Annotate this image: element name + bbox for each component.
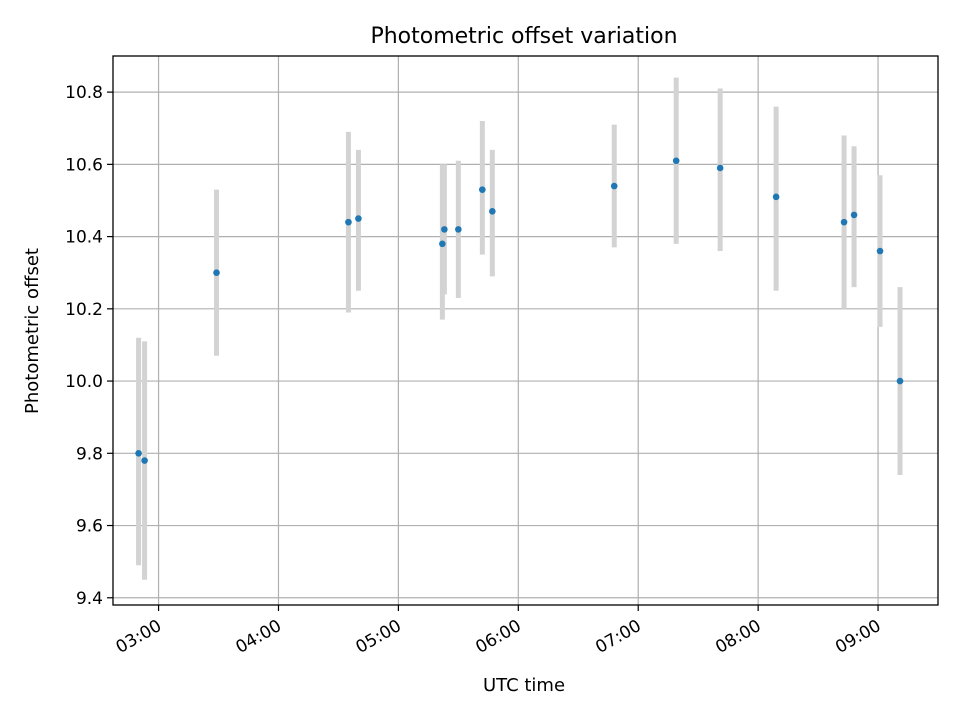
y-tick-label: 10.4: [65, 228, 103, 248]
y-tick-label: 10.0: [65, 372, 103, 392]
data-point: [610, 182, 618, 190]
data-point: [135, 450, 142, 457]
data-point: [345, 218, 352, 226]
data-points: [135, 157, 904, 464]
chart-title: Photometric offset variation: [370, 24, 677, 49]
y-tick-label: 10.8: [65, 83, 103, 103]
data-point: [840, 218, 848, 226]
y-axis-label: Photometric offset: [22, 248, 43, 414]
data-point: [716, 164, 724, 172]
data-point: [876, 247, 884, 255]
y-tick-label: 9.8: [76, 444, 103, 464]
y-tick-label: 9.4: [76, 589, 103, 609]
data-point: [896, 377, 904, 385]
data-point: [850, 211, 858, 219]
data-point: [772, 193, 780, 201]
data-point: [355, 215, 362, 222]
y-tick-label: 10.2: [65, 300, 103, 320]
data-point: [672, 157, 680, 165]
data-point: [479, 186, 486, 193]
data-point: [441, 226, 448, 233]
y-tick-label: 9.6: [76, 517, 103, 537]
y-axis-ticks: 9.4 9.6 9.8 10.0 10.2 10.4 10.6 10.8: [65, 83, 113, 609]
data-point: [213, 269, 220, 277]
y-tick-label: 10.6: [65, 155, 103, 175]
data-point: [489, 208, 496, 215]
data-point: [141, 457, 148, 464]
grid: [113, 56, 938, 605]
plot-frame: [112, 55, 939, 606]
data-point: [439, 240, 446, 248]
x-axis-label: UTC time: [483, 675, 565, 696]
data-point: [455, 226, 462, 233]
